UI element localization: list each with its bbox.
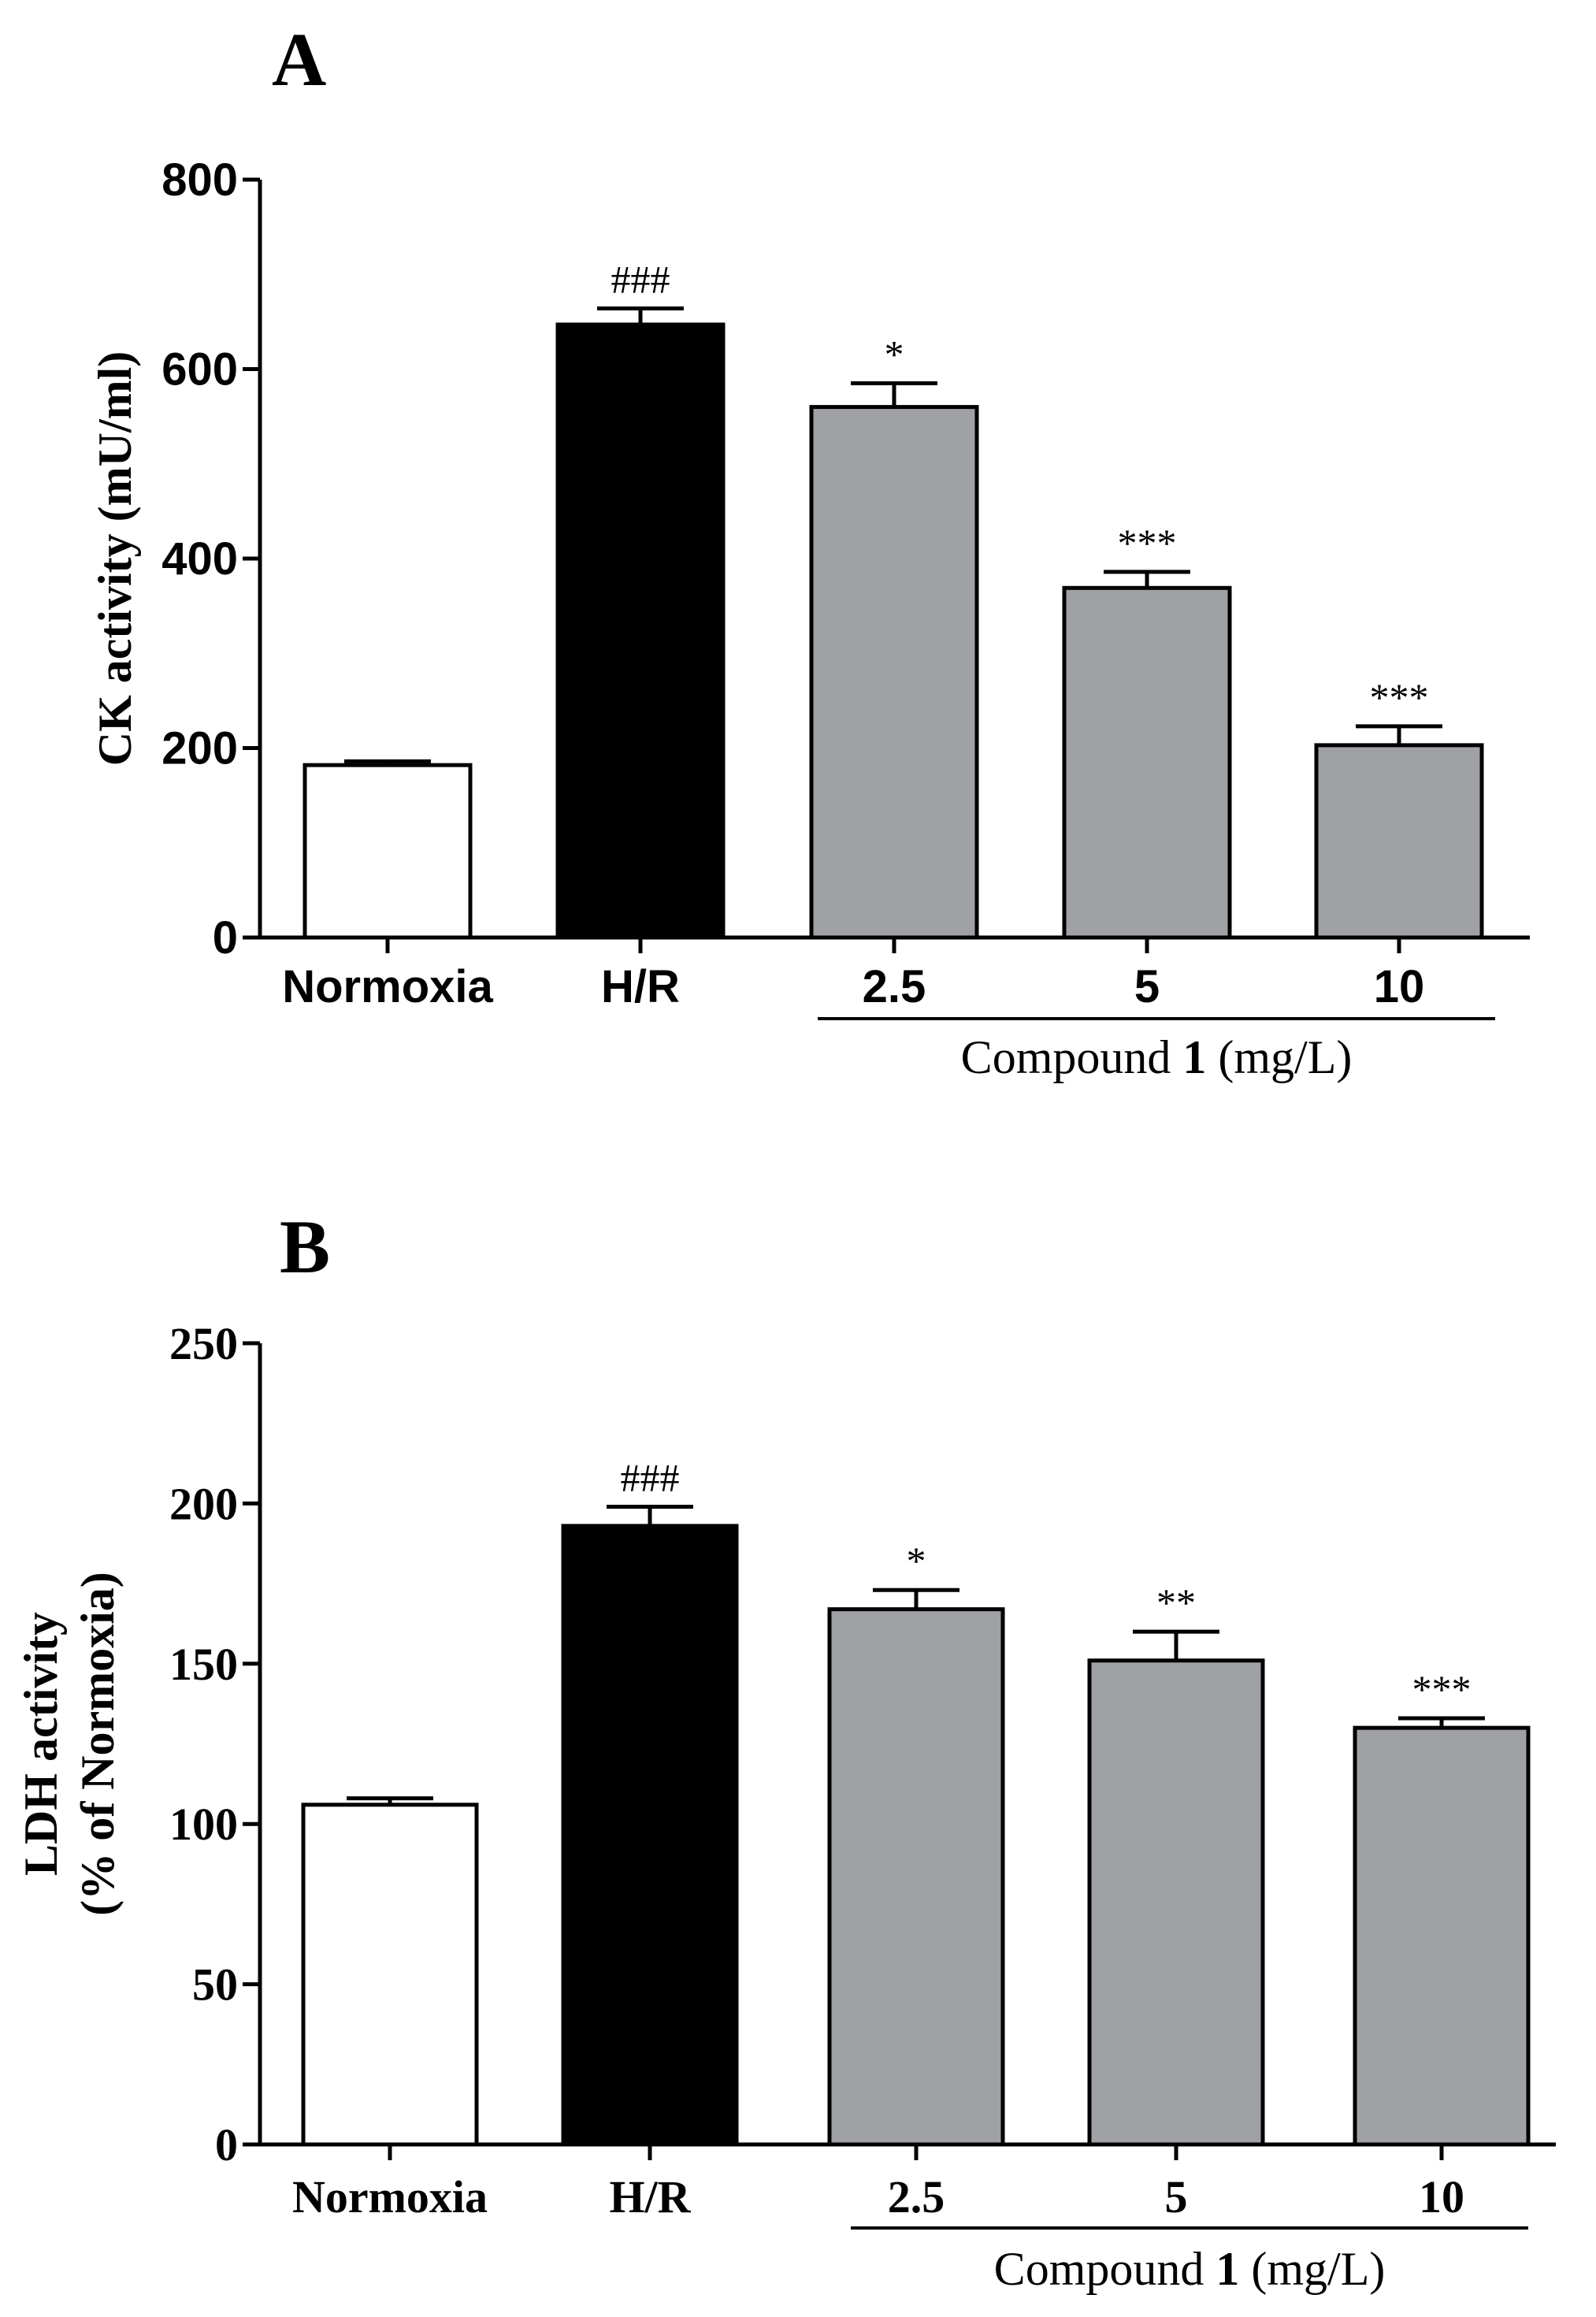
bar-h-r bbox=[555, 322, 726, 940]
group-label: Compound 1 (mg/L) bbox=[961, 1031, 1353, 1083]
x-tick-label: 2.5 bbox=[863, 961, 926, 1012]
significance-label: *** bbox=[1118, 521, 1177, 565]
panel-letter: A bbox=[272, 17, 326, 102]
bar-5 bbox=[1087, 1658, 1265, 2147]
panel-a-chart: A 0 200 400 600 800 CK activity (mU/ml) Normoxi… bbox=[89, 17, 1530, 1083]
group-label-suffix: (mg/L) bbox=[1206, 1031, 1352, 1083]
bar-normoxia bbox=[301, 1803, 479, 2147]
x-tick-label: H/R bbox=[609, 2171, 691, 2222]
significance-label: * bbox=[885, 332, 904, 377]
group-label: Compound 1 (mg/L) bbox=[994, 2243, 1386, 2295]
y-tick-label: 150 bbox=[169, 1639, 238, 1690]
y-tick-label: 800 bbox=[161, 154, 238, 206]
x-tick-label: H/R bbox=[601, 961, 680, 1012]
bar-h-r bbox=[561, 1524, 739, 2147]
y-axis-label: LDH activity bbox=[15, 1612, 67, 1876]
x-tick-label: 5 bbox=[1134, 961, 1160, 1012]
group-label-prefix: Compound bbox=[961, 1031, 1183, 1083]
bar-5 bbox=[1062, 585, 1232, 940]
y-tick-label: 200 bbox=[161, 723, 238, 774]
x-tick-label: Normoxia bbox=[282, 961, 493, 1012]
y-tick-label: 250 bbox=[169, 1318, 238, 1369]
significance-label: *** bbox=[1370, 675, 1429, 719]
panel-b-chart: B 0 50 100 150 200 250 LDH activity (% of Normox… bbox=[15, 1205, 1556, 2295]
bar-10 bbox=[1353, 1725, 1531, 2147]
bar-2-5 bbox=[827, 1607, 1005, 2147]
significance-label: * bbox=[907, 1539, 926, 1583]
x-tick-label: Normoxia bbox=[292, 2171, 488, 2222]
y-tick-label: 100 bbox=[169, 1799, 238, 1850]
y-tick-label: 0 bbox=[215, 2119, 238, 2170]
group-label-suffix: (mg/L) bbox=[1239, 2243, 1385, 2295]
significance-label: *** bbox=[1412, 1667, 1472, 1711]
significance-label: ** bbox=[1156, 1580, 1196, 1624]
y-tick-label: 50 bbox=[192, 1959, 238, 2011]
group-label-compound-number: 1 bbox=[1216, 2243, 1239, 2295]
x-tick-label: 5 bbox=[1165, 2171, 1188, 2222]
panel-letter: B bbox=[280, 1205, 330, 1289]
y-axis-label: CK activity (mU/ml) bbox=[89, 351, 141, 767]
x-tick-label: 10 bbox=[1419, 2171, 1464, 2222]
significance-label: ### bbox=[611, 258, 670, 302]
bar-2-5 bbox=[809, 405, 979, 940]
bar-normoxia bbox=[302, 763, 473, 940]
y-tick-label: 600 bbox=[161, 344, 238, 395]
group-label-prefix: Compound bbox=[994, 2243, 1216, 2295]
y-tick-label: 0 bbox=[213, 912, 238, 964]
group-label-compound-number: 1 bbox=[1182, 1031, 1206, 1083]
y-tick-label: 200 bbox=[169, 1478, 238, 1529]
x-tick-label: 10 bbox=[1374, 961, 1425, 1012]
x-tick-label: 2.5 bbox=[888, 2171, 945, 2222]
significance-label: ### bbox=[621, 1455, 680, 1499]
y-axis-label: (% of Normoxia) bbox=[72, 1572, 124, 1916]
y-tick-label: 400 bbox=[161, 533, 238, 585]
bar-10 bbox=[1314, 743, 1484, 940]
